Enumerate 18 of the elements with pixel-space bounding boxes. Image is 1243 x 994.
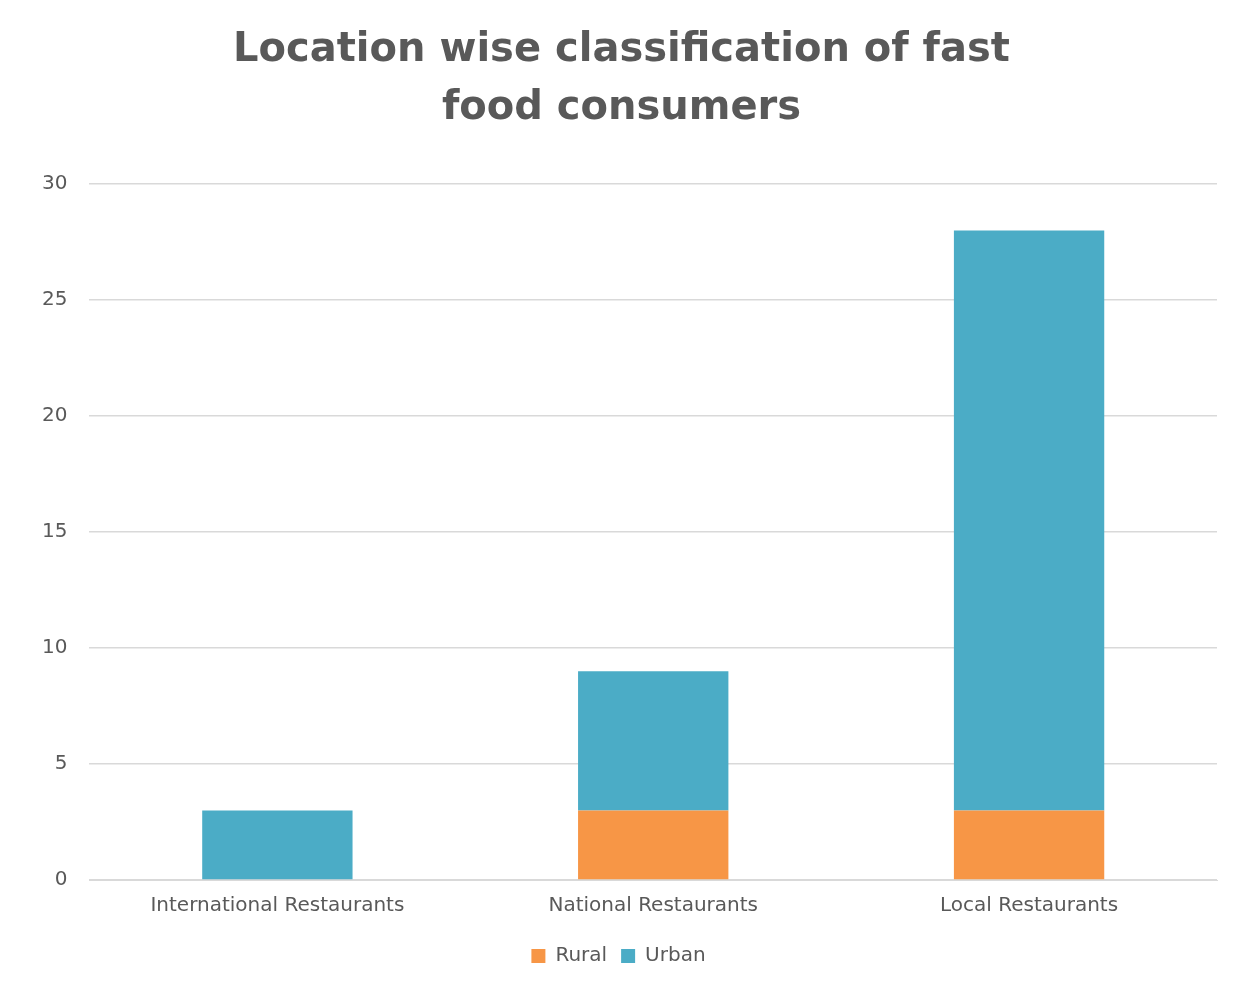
y-tick-label: 0 xyxy=(54,866,68,891)
y-tick-label: 20 xyxy=(42,402,68,427)
bar xyxy=(578,810,729,880)
y-tick-label: 25 xyxy=(42,286,68,311)
x-tick-label: National Restaurants xyxy=(548,892,759,917)
x-tick-label: Local Restaurants xyxy=(940,892,1119,917)
x-tick-label: International Restaurants xyxy=(150,892,405,917)
y-tick-label: 30 xyxy=(42,170,68,195)
legend-label: Urban xyxy=(645,942,706,967)
bar xyxy=(578,671,729,811)
y-tick-label: 10 xyxy=(42,634,68,659)
bar xyxy=(953,230,1105,811)
legend-label: Rural xyxy=(555,942,608,967)
bar xyxy=(953,810,1105,880)
chart-title: Location wise classification of fast food consumers xyxy=(232,23,1011,130)
y-tick-label: 5 xyxy=(54,750,68,775)
bar xyxy=(202,810,353,880)
y-tick-label: 15 xyxy=(42,518,68,543)
